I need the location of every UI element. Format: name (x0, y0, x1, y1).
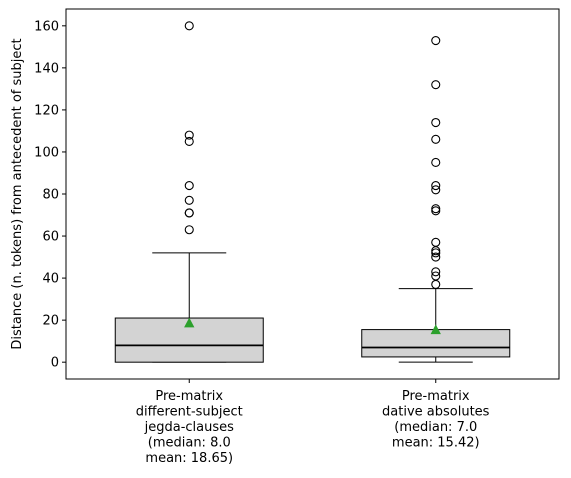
outlier-point (431, 35, 441, 46)
y-tick-label: 160 (34, 19, 59, 34)
outlier-point (431, 117, 441, 128)
outlier-point (431, 134, 441, 144)
x-category-label-line: Pre-matrix (402, 389, 470, 404)
plot-frame (65, 8, 560, 380)
outlier-point (184, 136, 194, 146)
box-plots (114, 21, 511, 363)
y-tick-label: 100 (34, 145, 59, 160)
outlier-point (431, 80, 441, 90)
x-category-label-line: (median: 7.0 (394, 420, 477, 435)
y-tick-label: 140 (34, 61, 59, 76)
mean-marker (184, 317, 195, 328)
outlier-point (431, 271, 441, 281)
outlier-point (184, 21, 194, 31)
outlier-point (431, 237, 441, 247)
x-category-label: Pre-matrix dative absolutes (median: 7.0 me… (382, 389, 490, 451)
x-category-label-line: mean: 18.65) (145, 451, 233, 466)
outlier-point (431, 204, 441, 214)
outlier-point (184, 195, 194, 205)
y-tick-label: 80 (42, 188, 59, 203)
outlier-point (184, 130, 194, 140)
x-category-label-line: different-subject (136, 405, 243, 420)
box-2 (361, 35, 511, 363)
x-category-label-line: (median: 8.0 (148, 436, 231, 451)
x-category-label: Pre-matrix different-subject jegda-clauses… (136, 389, 243, 466)
y-tick-label: 120 (34, 103, 59, 118)
box-1 (114, 21, 264, 363)
x-category-labels: Pre-matrix different-subject jegda-clauses… (136, 379, 490, 466)
outlier-point (431, 181, 441, 191)
y-tick-label: 40 (42, 272, 59, 287)
x-category-label-line: Pre-matrix (155, 389, 223, 404)
y-axis-label: Distance (n. tokens) from antecedent of … (10, 38, 25, 349)
y-tick-label: 60 (42, 230, 59, 245)
outlier-point (184, 181, 194, 191)
x-category-label-line: jegda-clauses (144, 420, 235, 435)
outlier-point (431, 157, 441, 168)
outlier-point (431, 252, 441, 262)
outlier-point (431, 185, 441, 195)
outlier-point (184, 208, 194, 218)
y-tick-label: 0 (51, 356, 59, 371)
outlier-point (431, 279, 441, 289)
x-category-label-line: dative absolutes (382, 405, 490, 420)
outlier-point (431, 267, 441, 277)
outlier-point (184, 225, 194, 235)
y-tick-label: 20 (42, 314, 59, 329)
mean-marker (430, 324, 441, 335)
x-category-label-line: mean: 15.42) (392, 436, 480, 451)
y-axis-ticks: 0 20 40 60 80 100 120 140 160 (34, 19, 66, 371)
